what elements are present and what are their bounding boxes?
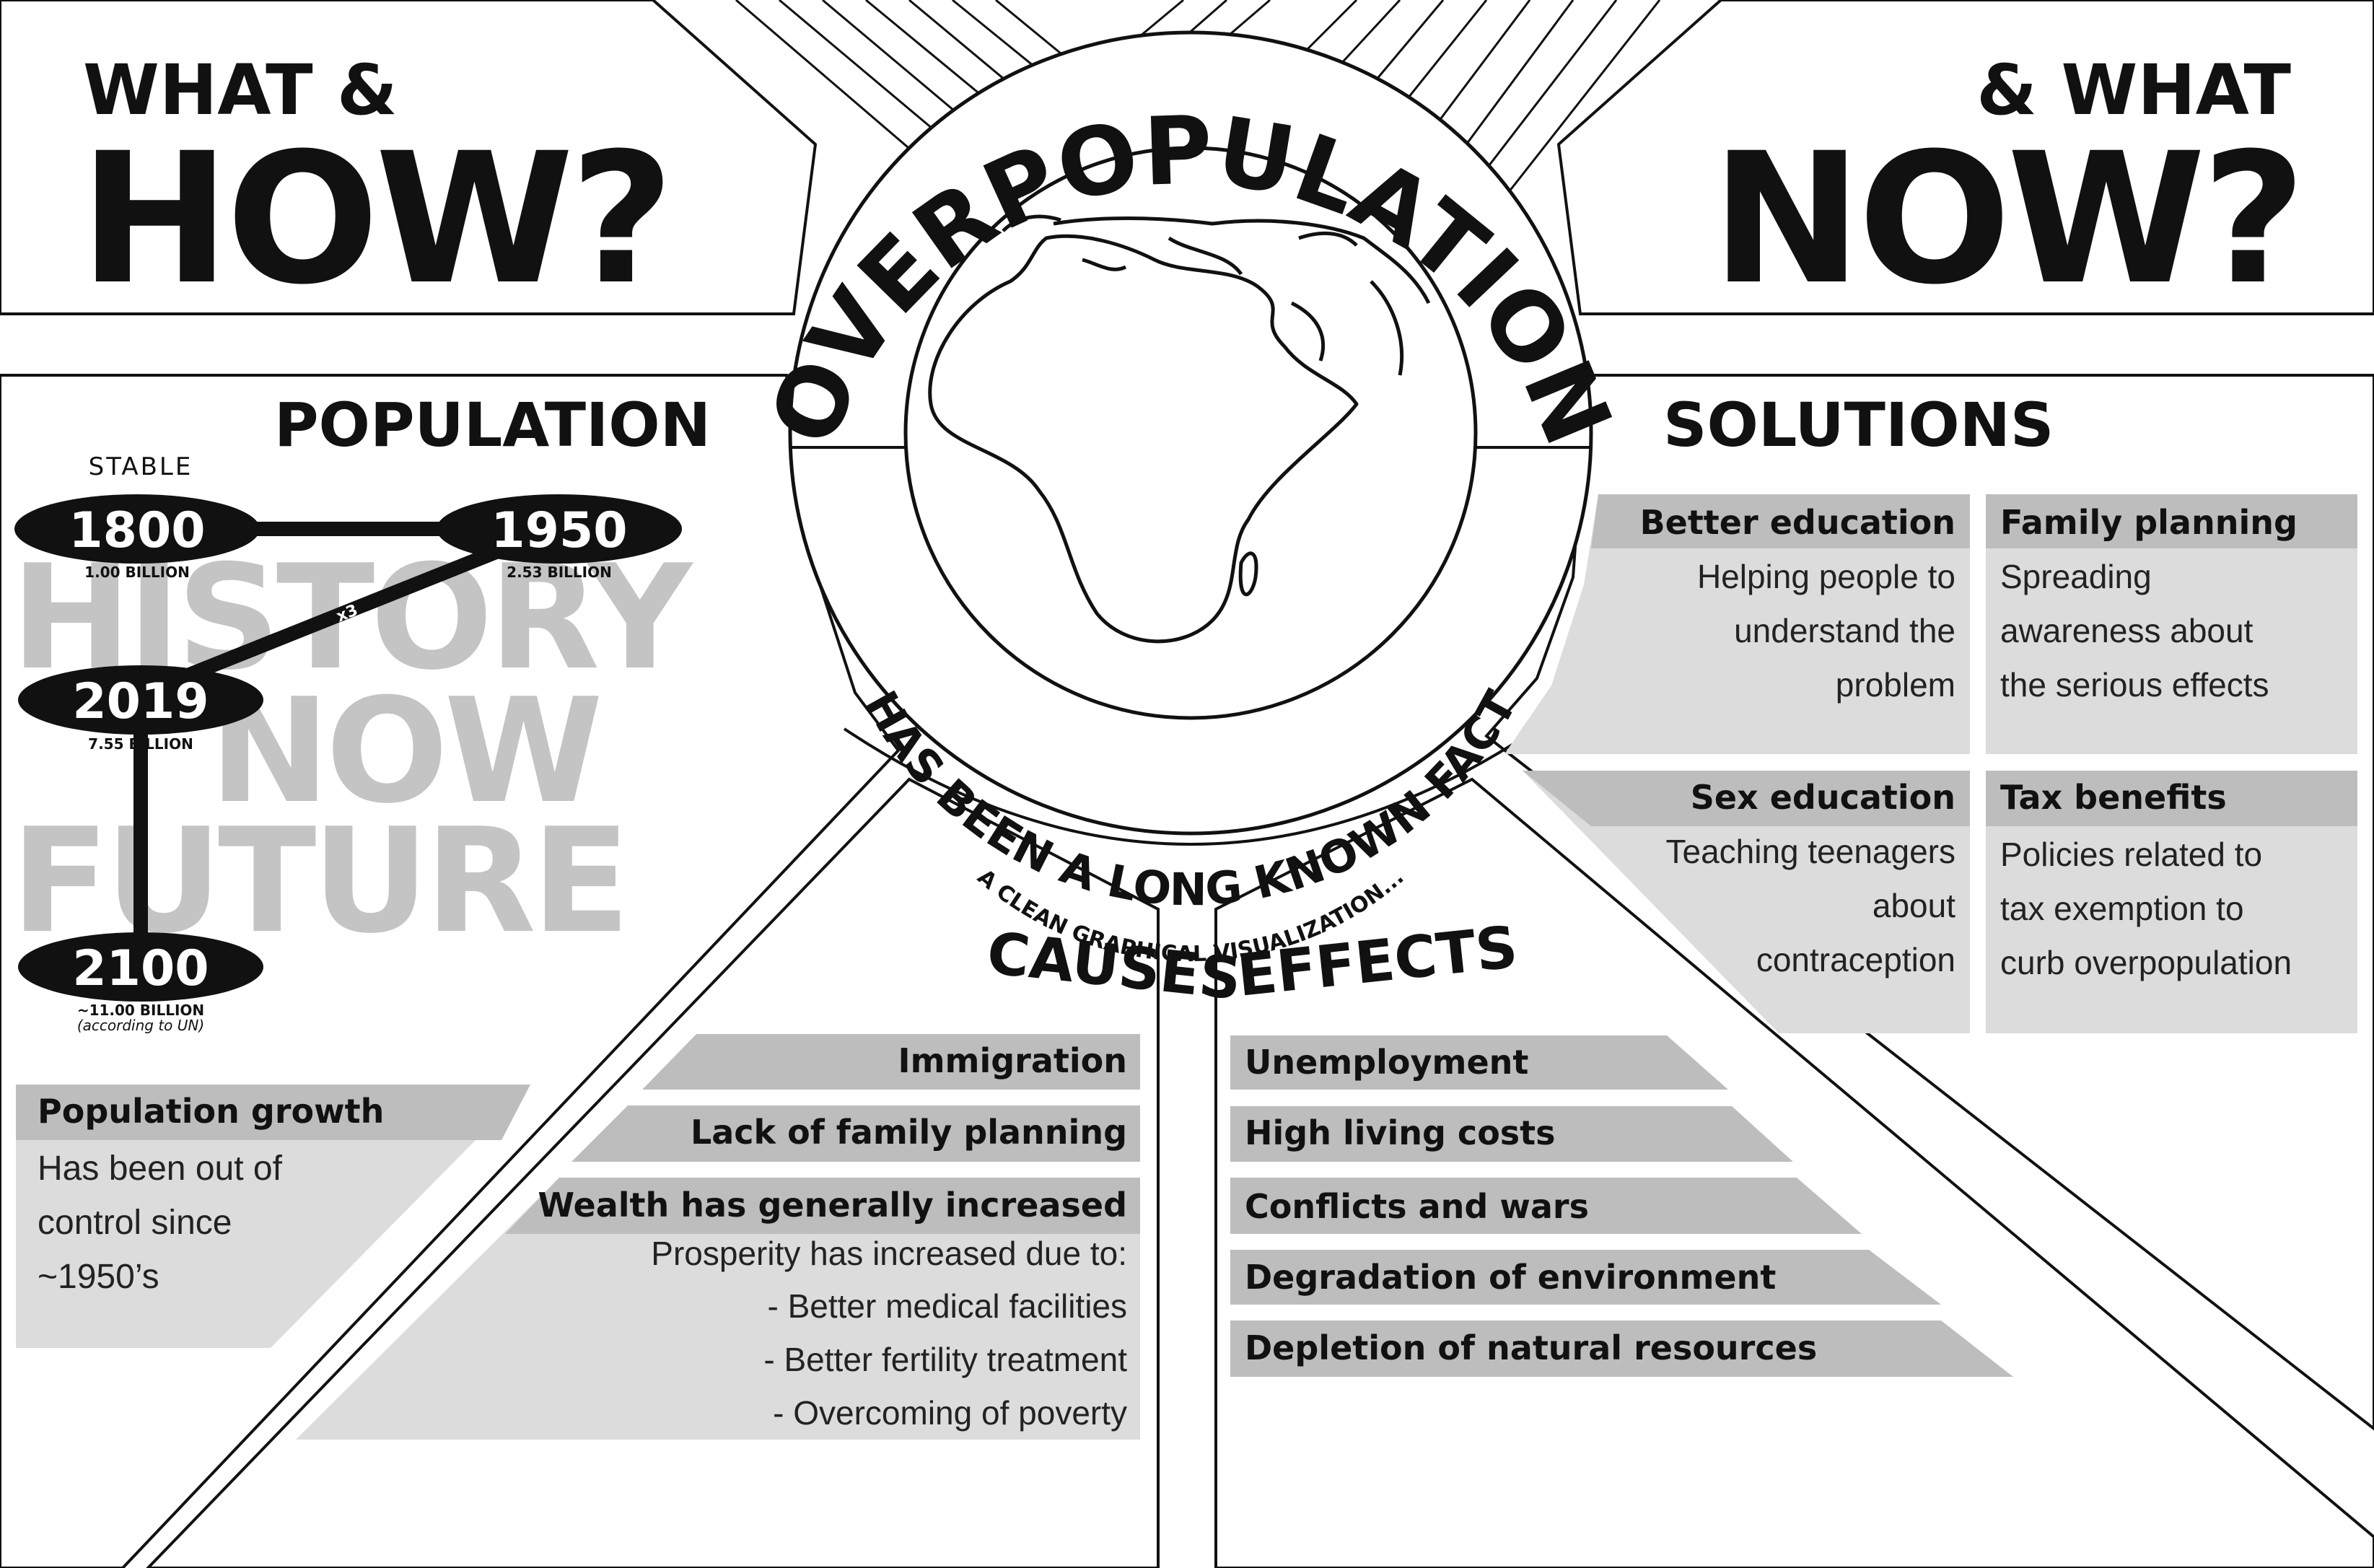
milestone-value: 2.53 BILLION [507,564,612,581]
milestone-value: ~11.00 BILLION [77,1002,204,1019]
header-what: WHAT & [83,50,398,131]
effect-bar [1230,1178,1862,1234]
solution-card-header [1986,771,2357,826]
effect-item: Conflicts and wars [1245,1187,1589,1226]
cause-detail-line: Prosperity has increased due to: [651,1235,1127,1272]
solution-card-line: tax exemption to [2000,890,2244,927]
milestone-value: 1.00 BILLION [84,564,190,581]
milestone-year: 1800 [69,502,205,559]
solution-card-line: about [1873,887,1955,924]
header-right-panel [1556,0,2374,315]
solution-card-line: Teaching teenagers [1665,833,1955,870]
cause-item-lack-of-family-planning: Lack of family planning [691,1113,1127,1152]
cause-detail-line: - Better fertility treatment [763,1341,1127,1378]
globe-icon [928,214,1431,644]
causes-list: Immigration Lack of family planning Weal… [296,1034,1140,1440]
solution-card-better-education [1504,494,1970,754]
cause-detail-line: - Overcoming of poverty [773,1394,1127,1432]
milestone-year: 2019 [72,673,209,730]
milestone-2100: 2100 ~11.00 BILLION (according to UN) [18,932,263,1034]
milestone-year: 2100 [72,940,209,997]
cause-item-wealth: Wealth has generally increased [538,1186,1127,1225]
solution-card-header [1523,771,1970,826]
growth-box-line: control since [38,1204,232,1242]
cause-bar [571,1105,1140,1162]
solution-card-line: Policies related to [2000,836,2262,873]
effects-list: Unemployment High living costs Conflicts… [1230,1035,2013,1377]
solution-card-header [1591,494,1970,548]
effect-bar [1230,1035,1728,1090]
solution-card-title: Family planning [2000,503,2298,542]
population-growth-box: Population growth Has been out of contro… [16,1085,530,1348]
header-and-what: & WHAT [1976,50,2291,131]
cause-item-immigration: Immigration [898,1041,1127,1080]
effect-item: Unemployment [1245,1043,1528,1082]
solution-card-line: the serious effects [2000,666,2269,704]
milestone-2019: 2019 7.55 BILLION [18,665,263,753]
header-left-panel [0,0,818,315]
growth-box-title: Population growth [38,1092,384,1131]
effect-item: Depletion of natural resources [1245,1328,1817,1367]
effect-bar [1230,1106,1793,1162]
ghost-word-now: NOW [209,667,599,836]
milestone-note: (according to UN) [77,1017,204,1034]
header-how: HOW? [79,114,670,324]
milestone-year: 1950 [491,502,627,559]
effect-bar [1230,1250,1941,1305]
solution-card-line: understand the [1734,612,1955,649]
header-now: NOW? [1711,114,2302,324]
cause-bar [505,1178,1140,1234]
solution-card-title: Tax benefits [2000,778,2227,817]
effect-item: High living costs [1245,1113,1556,1152]
population-heading: POPULATION [274,390,711,460]
growth-box-line: ~1950’s [38,1258,159,1296]
milestone-value: 7.55 BILLION [88,735,193,753]
effect-bar [1230,1320,2013,1377]
growth-box-line: Has been out of [38,1149,283,1188]
solution-card-title: Better education [1640,503,1955,542]
solution-card-line: contraception [1756,941,1955,978]
effect-item: Degradation of environment [1245,1258,1776,1297]
cause-detail-line: - Better medical facilities [768,1287,1128,1325]
solution-card-line: Spreading [2000,558,2152,595]
solution-card-line: Helping people to [1697,558,1955,595]
solution-card-line: curb overpopulation [2000,944,2292,981]
solution-card-line: problem [1836,666,1955,704]
stable-label: STABLE [89,452,193,481]
solution-card-line: awareness about [2000,612,2253,649]
solution-card-header [1986,494,2357,548]
cause-bar [642,1034,1140,1090]
milestone-1800: 1800 1.00 BILLION [14,494,260,581]
center-emblem [788,30,1593,846]
solutions-heading: SOLUTIONS [1663,390,2054,460]
milestone-1950: 1950 2.53 BILLION [437,494,682,581]
cause-detail-panel [296,1178,1140,1440]
solutions-cards: Better education Helping people to under… [1504,494,2357,1033]
solution-card-sex-education [1523,771,1970,1033]
solution-card-title: Sex education [1691,778,1955,817]
